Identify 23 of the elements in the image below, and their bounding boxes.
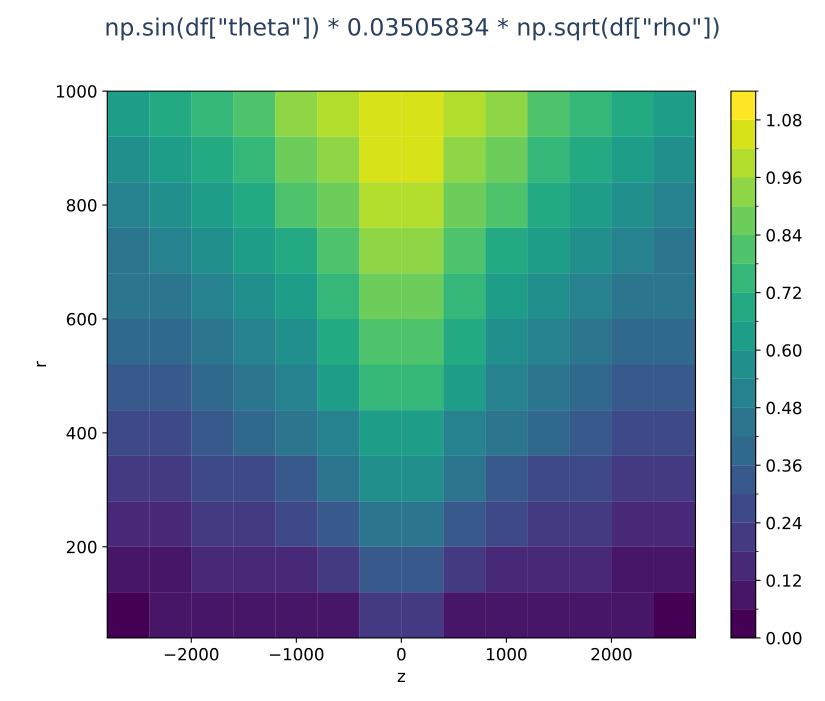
y-tick-label: 800	[66, 199, 96, 212]
color-bar-label: 0.24	[766, 516, 802, 530]
y-tick-label: 200	[66, 540, 96, 554]
y-tick-label: 1000	[56, 85, 96, 98]
chart-title: np.sin(df["theta"]) * 0.03505834 * np.sqrt(df["rho"])	[106, 18, 719, 40]
color-bar-label: 0.12	[766, 574, 801, 587]
x-tick-label: 1000	[487, 648, 527, 661]
y-tick-label: 400	[66, 426, 96, 440]
x-axis-title: z	[398, 672, 406, 682]
x-tick-label: −1000	[270, 648, 324, 661]
x-tick-label: 2000	[591, 648, 632, 661]
color-bar-label: 0.00	[766, 632, 802, 644]
y-axis-title: r	[36, 361, 46, 366]
color-bar-label: 0.60	[766, 344, 802, 357]
color-bar-label: 0.72	[766, 286, 801, 300]
y-tick-label: 600	[66, 312, 96, 326]
color-bar-label: 0.36	[766, 459, 802, 472]
x-tick-label: −2000	[164, 648, 218, 661]
color-bar-label: 1.08	[767, 114, 802, 126]
color-bar-label: 0.84	[766, 228, 802, 242]
color-bar-label: 0.96	[766, 171, 802, 184]
color-bar-label: 0.48	[766, 402, 802, 414]
x-tick-label: 0	[397, 648, 406, 661]
